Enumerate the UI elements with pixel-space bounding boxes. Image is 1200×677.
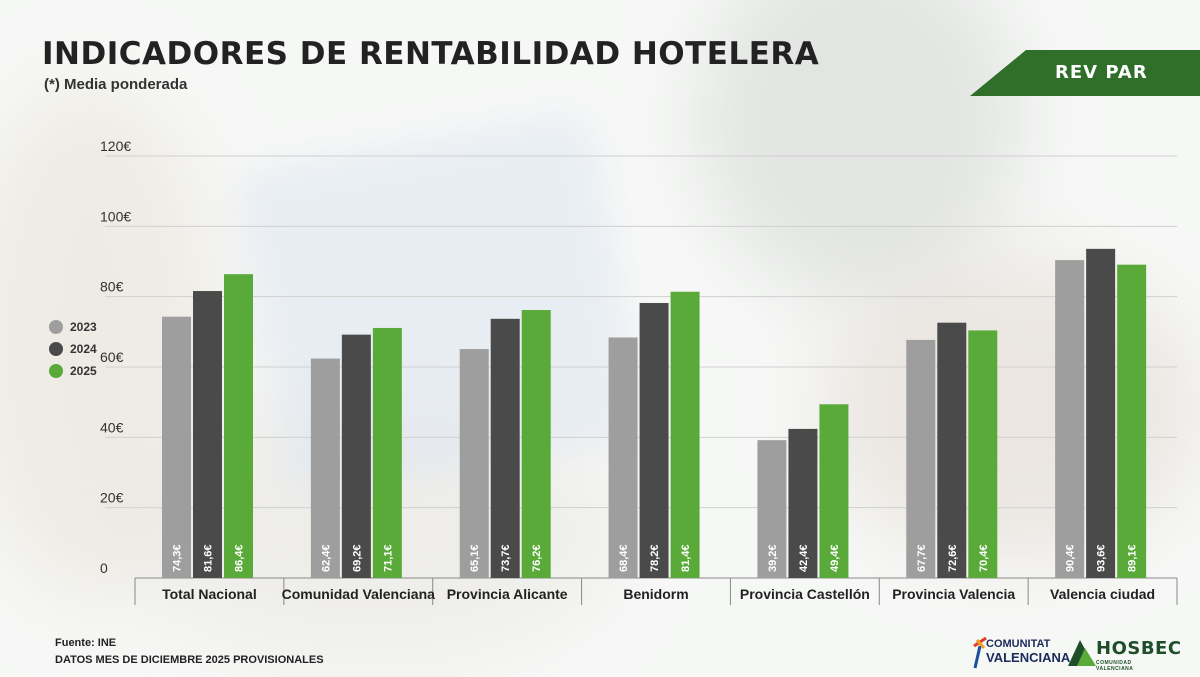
bar-2025 [968, 330, 998, 578]
category-label: Provincia Castellón [740, 586, 870, 602]
revpar-banner: REV PAR [970, 50, 1200, 96]
bar-2023 [608, 337, 638, 578]
y-tick-label: 100€ [100, 208, 131, 224]
y-tick-label: 20€ [100, 490, 124, 506]
bar-value-label: 62,4€ [320, 544, 332, 572]
bar-value-label: 81,4€ [680, 544, 692, 572]
bar-value-label: 90,4€ [1065, 544, 1077, 572]
hosbec-logo: HOSBEC COMUNIDAD VALENCIANA [1068, 638, 1181, 672]
category-label: Comunidad Valenciana [282, 586, 435, 602]
bar-2024 [341, 334, 371, 578]
bar-value-label: 39,2€ [767, 544, 779, 572]
bar-value-label: 68,4€ [618, 544, 630, 572]
bar-value-label: 76,2€ [531, 544, 543, 572]
bar-2024 [937, 322, 967, 578]
bar-2023 [162, 316, 191, 578]
bar-value-label: 71,1€ [382, 544, 394, 572]
page-subtitle: (*) Media ponderada [44, 76, 188, 93]
legend-label: 2025 [70, 364, 97, 378]
bar-value-label: 86,4€ [234, 544, 246, 572]
bar-value-label: 49,4€ [829, 544, 841, 572]
category-label: Provincia Valencia [892, 586, 1015, 602]
bar-2023 [906, 339, 936, 578]
bar-2023 [1055, 260, 1085, 578]
bar-value-label: 74,3€ [172, 544, 184, 572]
bar-2023 [757, 440, 787, 578]
page-title: INDICADORES DE RENTABILIDAD HOTELERA [42, 36, 820, 72]
bar-value-label: 81,6€ [203, 544, 215, 572]
bar-2024 [193, 291, 222, 578]
cv-logo-line2: VALENCIANA [986, 650, 1071, 665]
bar-value-label: 93,6€ [1096, 544, 1108, 572]
y-tick-label: 0 [100, 560, 108, 576]
bar-value-label: 42,4€ [798, 544, 810, 572]
bar-2024 [490, 318, 520, 578]
bar-value-label: 67,7€ [916, 544, 928, 572]
category-label: Provincia Alicante [447, 586, 568, 602]
category-label: Valencia ciudad [1050, 586, 1155, 602]
legend-label: 2024 [70, 342, 97, 356]
bar-2024 [788, 428, 818, 578]
bar-2023 [459, 349, 489, 578]
bar-2024 [639, 302, 669, 578]
banner-label: REV PAR [1055, 62, 1148, 83]
bar-2024 [1086, 248, 1116, 578]
bar-2023 [310, 358, 340, 578]
bar-2025 [224, 274, 253, 578]
legend-marker-2024 [49, 342, 63, 356]
bar-2025 [819, 404, 849, 578]
y-tick-label: 120€ [100, 138, 131, 154]
bar-value-label: 89,1€ [1127, 544, 1139, 572]
legend-label: 2023 [70, 320, 97, 334]
cv-logo-line1: COMUNITAT [986, 638, 1051, 650]
bar-2025 [1117, 264, 1147, 578]
category-label: Total Nacional [162, 586, 257, 602]
bar-2025 [372, 327, 402, 578]
y-tick-label: 60€ [100, 349, 124, 365]
bar-value-label: 70,4€ [978, 544, 990, 572]
bar-value-label: 69,2€ [351, 544, 363, 572]
source-note: Fuente: INE DATOS MES DE DICIEMBRE 2025 … [55, 635, 324, 669]
source-label: Fuente: INE [55, 637, 117, 649]
comunitat-valenciana-logo: COMUNITAT VALENCIANA [972, 632, 1070, 670]
y-tick-label: 40€ [100, 419, 124, 435]
bar-2025 [670, 291, 700, 578]
y-tick-label: 80€ [100, 279, 124, 295]
bar-value-label: 65,1€ [469, 544, 481, 572]
bar-value-label: 72,6€ [947, 544, 959, 572]
hosbec-logo-text: HOSBEC [1096, 638, 1182, 659]
bar-2025 [521, 310, 551, 578]
legend-marker-2025 [49, 364, 63, 378]
legend-marker-2023 [49, 320, 63, 334]
provisional-note: DATOS MES DE DICIEMBRE 2025 PROVISIONALE… [55, 654, 324, 666]
bar-value-label: 73,7€ [500, 544, 512, 572]
hosbec-logo-subtext: COMUNIDAD VALENCIANA [1096, 660, 1134, 672]
category-label: Benidorm [623, 586, 688, 602]
bar-value-label: 78,2€ [649, 544, 661, 572]
